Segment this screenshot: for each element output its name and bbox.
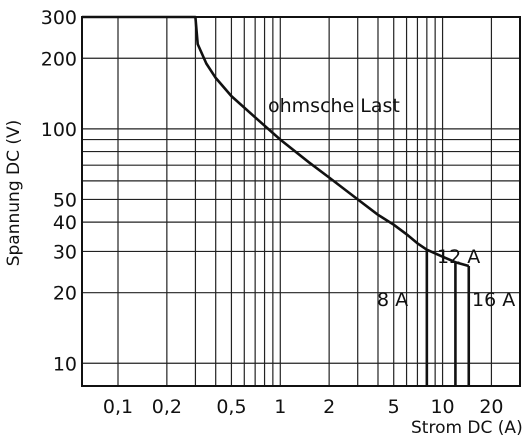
cutoff-group [425,249,471,386]
grid [82,16,520,386]
curve-label: ohmsche Last [268,95,400,117]
label-16a: 16 A [472,289,515,311]
y-axis-label: Spannung DC (V) [4,120,24,267]
x-tick-2: 2 [323,396,335,418]
y-tick-200: 200 [41,48,77,70]
y-tick-300: 300 [41,7,77,29]
curve-group [82,15,470,268]
y-tick-100: 100 [41,119,77,141]
x-tick-0-2: 0,2 [152,396,182,418]
x-tick-20: 20 [479,396,503,418]
x-tick-10: 10 [430,396,454,418]
x-tick-0-5: 0,5 [216,396,246,418]
label-12a: 12 A [437,246,480,268]
x-tick-5: 5 [388,396,400,418]
x-axis-label: Strom DC (A) [411,418,523,438]
x-tick-1: 1 [274,396,286,418]
y-tick-10: 10 [53,353,77,375]
label-8a: 8 A [377,289,408,311]
y-tick-40: 40 [53,212,77,234]
x-tick-0-1: 0,1 [103,396,133,418]
x-tick-labels: 0,1 0,2 0,5 1 2 5 10 20 [103,396,504,418]
y-tick-20: 20 [53,283,77,305]
y-tick-30: 30 [53,241,77,263]
series-line-ohmsche-Last [82,15,470,268]
plot-frame [81,16,521,387]
y-tick-50: 50 [53,189,77,211]
